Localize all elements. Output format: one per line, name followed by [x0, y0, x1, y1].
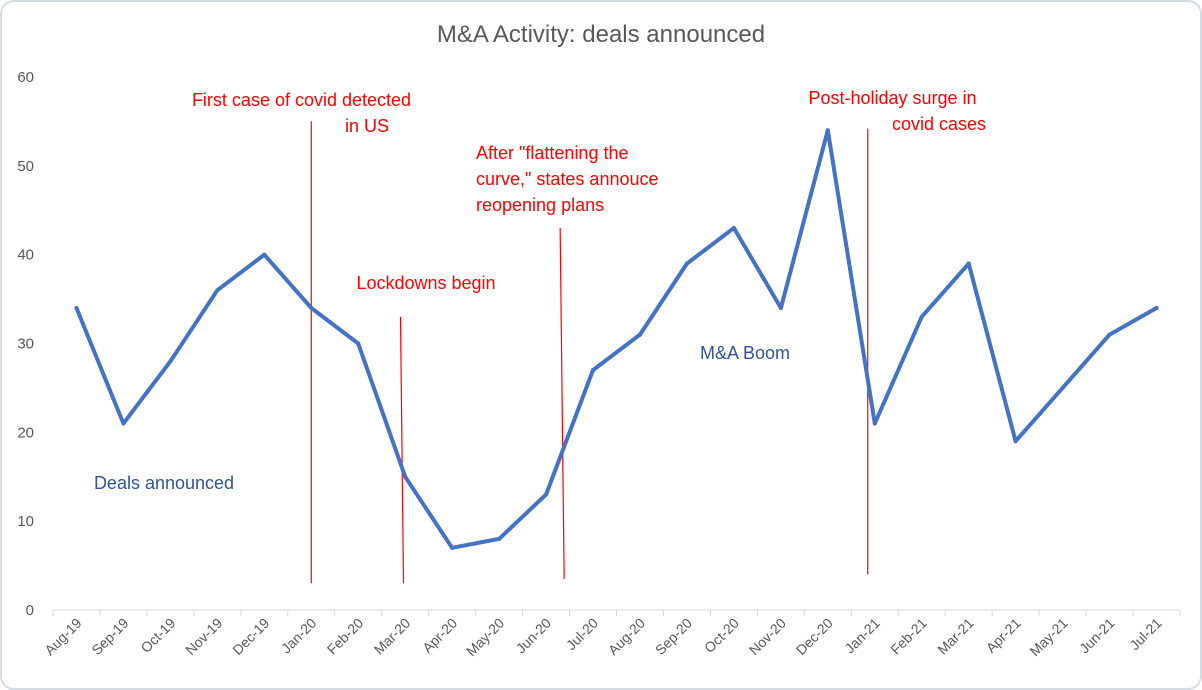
x-tick-label: Mar-20	[371, 615, 414, 658]
annotation-reopening-line2: curve," states annouce	[476, 169, 659, 189]
annotation-lockdowns: Lockdowns begin	[356, 273, 495, 293]
data-point	[450, 545, 455, 550]
y-tick-label: 60	[17, 69, 34, 86]
reopening-line	[559, 228, 565, 579]
data-point	[215, 288, 220, 293]
lockdowns-line	[399, 316, 405, 584]
data-point	[168, 359, 173, 364]
x-tick-label: Dec-19	[229, 615, 272, 658]
annotation-first-case-line1: First case of covid detected	[192, 90, 411, 110]
y-tick-label: 10	[17, 513, 34, 530]
data-point	[74, 305, 79, 310]
y-tick-label: 50	[17, 158, 34, 175]
y-tick-label: 40	[17, 247, 34, 264]
x-tick-label: Jun-20	[513, 615, 555, 657]
data-point	[1154, 305, 1159, 310]
x-tick-label: Mar-21	[934, 615, 977, 658]
data-point	[684, 261, 689, 266]
data-point	[919, 314, 924, 319]
x-tick-label: Nov-19	[182, 615, 225, 658]
data-point	[1013, 439, 1018, 444]
x-tick-label: Feb-21	[887, 615, 930, 658]
x-tick-label: Dec-20	[793, 615, 836, 658]
annotation-post-holiday: Post-holiday surge in covid cases	[808, 88, 986, 134]
x-tick-label: Apr-20	[419, 615, 460, 656]
x-tick-label: Oct-19	[137, 615, 178, 656]
data-point	[121, 421, 126, 426]
data-point	[403, 474, 408, 479]
annotation-first-case: First case of covid detected in US	[192, 90, 416, 136]
series-group	[74, 128, 1159, 550]
x-tick-label: Jan-21	[841, 615, 883, 657]
data-point	[778, 305, 783, 310]
x-tick-label: May-21	[1026, 615, 1070, 659]
annotation-reopening-line3: reopening plans	[476, 195, 604, 215]
x-tick-label: Aug-19	[41, 615, 84, 658]
data-point	[825, 128, 830, 133]
x-tick-label: Jul-21	[1126, 615, 1164, 653]
annotation-ma-boom: M&A Boom	[700, 343, 790, 363]
x-tick-label: Sep-20	[652, 615, 695, 658]
annotation-reopening: After "flattening the curve," states ann…	[476, 143, 664, 215]
annotation-reopening-line1: After "flattening the	[476, 143, 628, 163]
annotation-post-holiday-line2: covid cases	[892, 114, 986, 134]
data-point	[356, 341, 361, 346]
data-point	[591, 368, 596, 373]
data-point	[637, 332, 642, 337]
chart-title: M&A Activity: deals announced	[437, 21, 765, 48]
data-point	[966, 261, 971, 266]
data-point	[497, 536, 502, 541]
annotation-post-holiday-line1: Post-holiday surge in	[808, 88, 976, 108]
data-point	[1060, 385, 1065, 390]
data-point	[872, 421, 877, 426]
x-tick-label: Oct-20	[701, 615, 742, 656]
event-lines	[310, 121, 869, 584]
x-axis: Aug-19 Sep-19 Oct-19 Nov-19 Dec-19 Jan-20 Feb-…	[41, 610, 1181, 659]
series-label-deals-announced: Deals announced	[94, 473, 234, 493]
y-axis: 0 10 20 30 40 50 60	[17, 69, 34, 619]
x-tick-label: Apr-21	[983, 615, 1024, 656]
x-tick-label: Feb-20	[324, 615, 367, 658]
data-point	[544, 492, 549, 497]
x-tick-label: Nov-20	[746, 615, 789, 658]
annotation-lockdowns-line1: Lockdowns begin	[356, 273, 495, 293]
x-tick-label: Jun-21	[1076, 615, 1118, 657]
y-tick-label: 30	[17, 336, 34, 353]
y-tick-label: 20	[17, 424, 34, 441]
data-point	[731, 226, 736, 231]
annotation-first-case-line2: in US	[345, 116, 389, 136]
x-tick-label: Sep-19	[88, 615, 131, 658]
data-point	[1107, 332, 1112, 337]
x-tick-label: May-20	[463, 615, 507, 659]
y-tick-label: 0	[26, 602, 34, 619]
series-line-deals-announced	[74, 128, 1159, 550]
data-point	[262, 252, 267, 257]
x-tick-label: Jan-20	[278, 615, 320, 657]
x-tick-label: Aug-20	[605, 615, 648, 658]
x-tick-label: Jul-20	[563, 615, 601, 653]
data-point	[309, 305, 314, 310]
